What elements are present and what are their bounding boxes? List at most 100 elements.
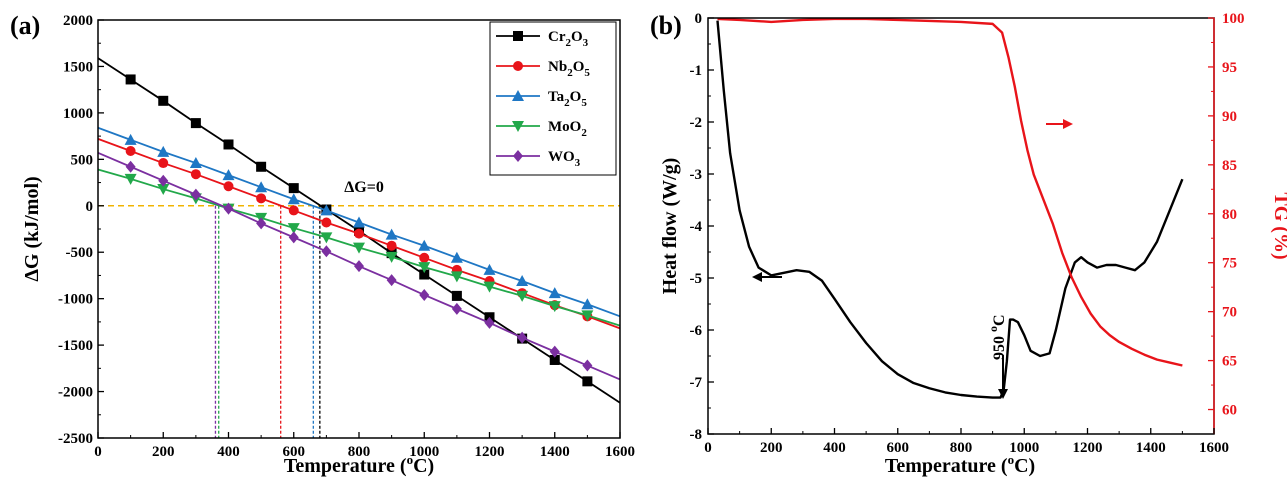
data-point-wo3 xyxy=(256,217,267,230)
legend-entry-wo3: WO3 xyxy=(496,149,581,169)
right-y-tick-label: 90 xyxy=(1222,109,1237,125)
x-tick-label: 800 xyxy=(950,440,973,456)
data-point-ta2o5 xyxy=(255,181,268,193)
legend-marker xyxy=(513,31,523,41)
x-tick-label: 400 xyxy=(217,444,240,460)
x-tick-label: 600 xyxy=(283,444,306,460)
panel-a-x-axis-title: Temperature (oC) xyxy=(284,452,434,477)
data-point-wo3 xyxy=(223,202,234,215)
data-point-ta2o5 xyxy=(157,145,170,157)
y-tick-label: -7 xyxy=(690,375,703,391)
data-point-nb2o5 xyxy=(190,169,201,180)
legend-label: MoO2 xyxy=(548,119,587,139)
right-y-tick-label: 80 xyxy=(1222,207,1237,223)
right-y-tick-label: 75 xyxy=(1222,256,1237,272)
panel-a-y-ticks: -2500 -2000 -1500 -1000 -500 0 500 1000 1500 2000 xyxy=(58,13,104,447)
right-y-tick-label: 70 xyxy=(1222,305,1237,321)
legend-box xyxy=(489,21,617,176)
x-tick-label: 0 xyxy=(94,444,102,460)
heat-flow-arrow-icon xyxy=(752,272,782,282)
right-y-tick-label: 65 xyxy=(1222,354,1237,370)
data-point-moo2 xyxy=(353,242,365,254)
data-point-cr2o3 xyxy=(223,139,234,150)
data-point-nb2o5 xyxy=(223,181,234,192)
y-tick-label: 1500 xyxy=(63,59,93,75)
data-point-cr2o3 xyxy=(549,354,560,365)
series-line-heat-flow xyxy=(716,20,1184,399)
data-point-wo3 xyxy=(549,345,560,358)
panel-b-left-y-ticks: -8 -7 -6 -5 -4 -3 -2 -1 0 xyxy=(690,11,714,443)
series-line-tg xyxy=(717,17,1183,367)
data-point-ta2o5 xyxy=(222,169,235,181)
data-point-nb2o5 xyxy=(354,228,364,239)
data-point-moo2 xyxy=(418,262,431,274)
data-point-nb2o5 xyxy=(125,145,136,156)
panel-a-zero-annotation: ΔG=0 xyxy=(344,179,384,196)
data-point-cr2o3 xyxy=(582,376,593,387)
right-y-tick-label: 100 xyxy=(1222,11,1245,27)
data-point-cr2o3 xyxy=(256,161,267,172)
x-tick-label: 200 xyxy=(152,444,175,460)
y-tick-label: 0 xyxy=(86,199,94,215)
x-tick-label: 1400 xyxy=(1136,440,1166,456)
panel-b-right-y-axis-title: TG (%) xyxy=(1270,192,1287,259)
panel-b-series xyxy=(716,17,1184,399)
right-y-tick-label: 85 xyxy=(1222,158,1237,174)
legend-entry-cr2o3: Cr2O3 xyxy=(496,29,589,49)
data-point-moo2 xyxy=(516,290,529,302)
legend-label: WO3 xyxy=(548,149,581,169)
data-point-wo3 xyxy=(517,331,528,344)
data-point-cr2o3 xyxy=(190,118,201,129)
data-point-wo3 xyxy=(582,359,593,372)
data-point-ta2o5 xyxy=(483,263,496,275)
panel-b-right-y-ticks: 60 65 70 75 80 85 90 95 100 xyxy=(1208,11,1245,419)
y-tick-label: 1000 xyxy=(63,106,93,122)
legend-marker xyxy=(513,61,523,71)
data-point-moo2 xyxy=(483,281,496,293)
legend-label: Cr2O3 xyxy=(548,29,589,49)
panel-b: (b) 0 200 400 600 800 1000 1200 1400 1600 -8-7-6… xyxy=(650,11,1287,477)
y-tick-label: -1500 xyxy=(58,338,93,354)
data-point-nb2o5 xyxy=(386,240,397,251)
legend-marker xyxy=(513,150,523,162)
data-point-cr2o3 xyxy=(158,95,169,106)
data-point-ta2o5 xyxy=(287,193,300,205)
legend-marker xyxy=(512,121,524,132)
x-tick-label: 1200 xyxy=(1073,440,1103,456)
data-point-wo3 xyxy=(451,302,462,315)
data-point-wo3 xyxy=(484,316,495,329)
data-point-ta2o5 xyxy=(189,157,202,169)
y-tick-label: -2000 xyxy=(58,385,93,401)
data-point-moo2 xyxy=(320,232,333,244)
data-point-ta2o5 xyxy=(320,204,333,216)
y-tick-label: -1000 xyxy=(58,292,93,308)
y-tick-label: -8 xyxy=(690,427,703,443)
panel-b-label: (b) xyxy=(650,11,682,40)
data-point-nb2o5 xyxy=(256,193,267,204)
tg-arrow-icon xyxy=(1046,119,1073,129)
panel-a-y-axis-title: ΔG (kJ/mol) xyxy=(21,176,43,281)
y-tick-label: -500 xyxy=(66,245,94,261)
data-point-wo3 xyxy=(125,160,136,173)
data-point-moo2 xyxy=(124,173,137,185)
data-point-ta2o5 xyxy=(548,287,561,299)
panel-a-series xyxy=(97,57,621,404)
series-nb2o5 xyxy=(97,138,621,330)
panel-b-x-axis-title: Temperature (oC) xyxy=(885,452,1035,477)
panel-b-frame xyxy=(707,17,1215,435)
legend-label: Ta2O5 xyxy=(548,89,587,109)
x-tick-label: 600 xyxy=(887,440,910,456)
data-point-cr2o3 xyxy=(419,269,430,280)
panel-a-legend: Cr2O3 Nb2O5 Ta2O5 MoO2 WO3 xyxy=(489,21,617,176)
legend-entry-nb2o5: Nb2O5 xyxy=(496,59,590,79)
right-y-tick-label: 60 xyxy=(1222,403,1237,419)
data-point-nb2o5 xyxy=(321,217,332,228)
x-tick-label: 0 xyxy=(704,440,712,456)
series-wo3 xyxy=(97,152,621,381)
data-point-moo2 xyxy=(385,251,398,263)
data-point-cr2o3 xyxy=(125,74,136,85)
data-point-wo3 xyxy=(386,274,397,287)
legend-entry-moo2: MoO2 xyxy=(496,119,587,139)
data-point-nb2o5 xyxy=(419,252,430,263)
